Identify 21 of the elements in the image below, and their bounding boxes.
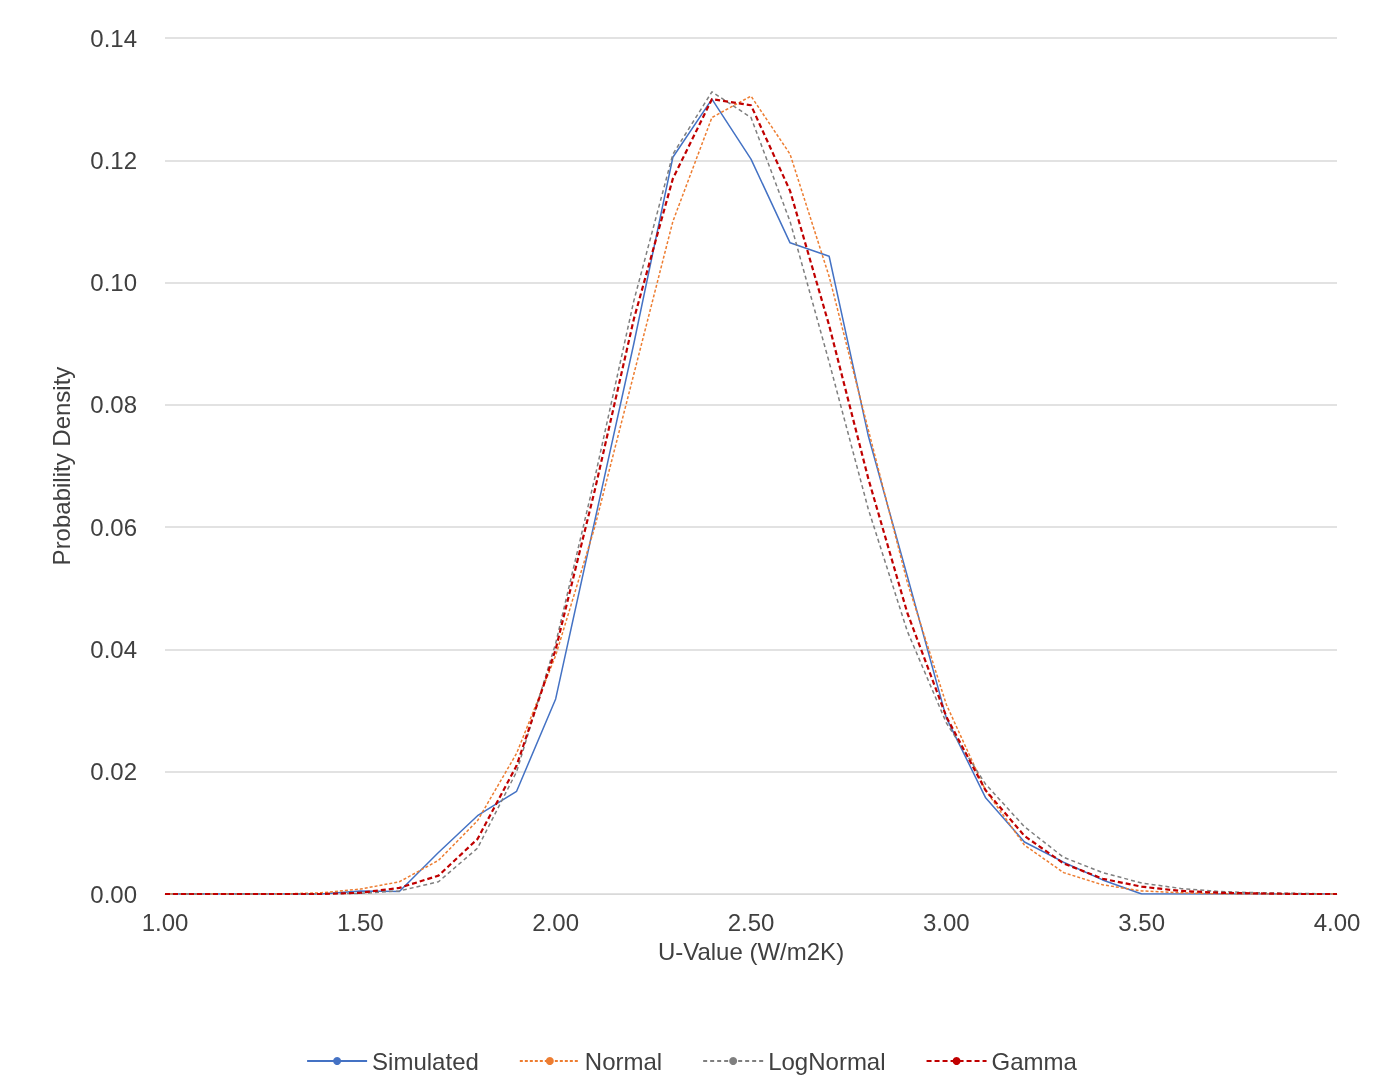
legend-label: Normal (584, 1047, 663, 1075)
x-tick-label: 3.50 (1118, 908, 1166, 936)
y-tick-label: 0.12 (90, 146, 137, 174)
y-tick-label: 0.08 (90, 391, 137, 419)
y-tick-label: 0.02 (90, 758, 137, 786)
legend-label: Gamma (991, 1047, 1078, 1075)
x-tick-label: 4.00 (1313, 908, 1361, 936)
legend-label: LogNormal (768, 1047, 886, 1075)
x-tick-label: 2.50 (727, 908, 775, 936)
y-tick-label: 0.06 (90, 513, 137, 541)
y-tick-label: 0.14 (90, 24, 137, 52)
y-tick-label: 0.00 (90, 880, 137, 908)
x-tick-label: 3.00 (922, 908, 970, 936)
x-axis-title: U-Value (W/m2K) (657, 937, 845, 965)
x-tick-label: 2.00 (532, 908, 580, 936)
x-tick-label: 1.00 (141, 908, 189, 936)
y-tick-label: 0.04 (90, 635, 137, 663)
y-tick-label: 0.10 (90, 269, 137, 297)
legend-label: Simulated (372, 1047, 479, 1075)
y-axis-title: Probability Density (47, 366, 75, 566)
x-tick-label: 1.50 (336, 908, 384, 936)
